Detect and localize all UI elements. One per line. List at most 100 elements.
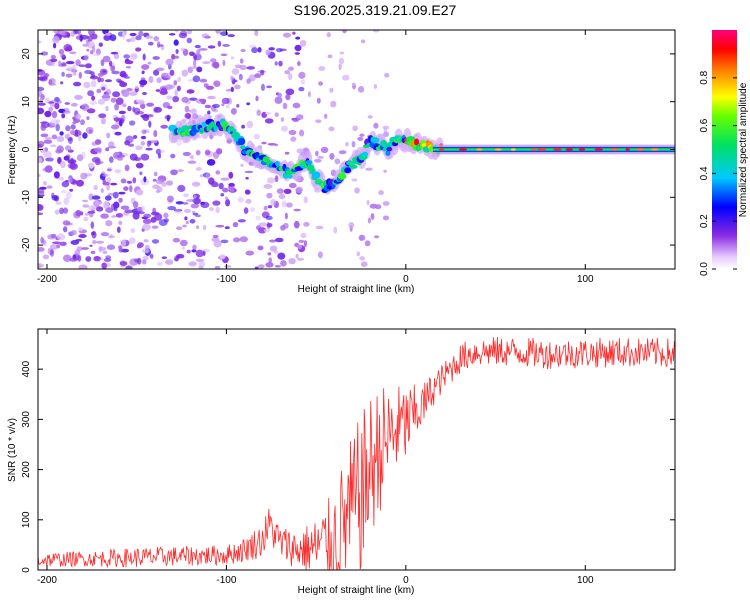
spectrogram-ytick-label: 0	[21, 146, 32, 152]
colorbar-ticks: 0.0 0.2 0.4 0.6 0.8	[699, 70, 737, 276]
spectrogram-noise-blob	[111, 215, 117, 218]
spectrogram-noise-blob	[38, 102, 46, 106]
spectrogram-noise-blob	[98, 245, 103, 253]
spectrogram-noise-blob	[68, 178, 73, 183]
spectrogram-noise-blob	[59, 207, 64, 215]
spectrogram-noise-blob	[81, 247, 89, 250]
spectrogram-noise-blob	[93, 256, 101, 262]
spectrogram-blobs	[38, 30, 675, 269]
spectrogram-noise-blob	[39, 76, 48, 82]
spectrogram-noise-blob	[175, 201, 184, 205]
spectrogram-noise-blob	[181, 69, 188, 77]
spectrogram-noise-blob	[330, 100, 337, 108]
spectrogram-noise-blob	[82, 204, 90, 208]
spectrogram-noise-blob	[65, 145, 72, 152]
spectrogram-noise-blob	[62, 254, 72, 262]
spectrogram-noise-blob	[280, 117, 285, 122]
spectrogram-noise-blob	[194, 44, 201, 49]
spectrogram-noise-blob	[207, 110, 211, 115]
colorbar-gradient	[712, 30, 737, 269]
spectrogram-noise-blob	[62, 220, 71, 226]
spectrogram-noise-blob	[134, 258, 140, 263]
spectrogram-noise-blob	[166, 180, 174, 186]
spectrogram-noise-blob	[107, 168, 112, 172]
spectrogram-noise-blob	[220, 53, 228, 57]
spectrogram-noise-blob	[246, 120, 254, 129]
spectrogram-noise-blob	[88, 205, 97, 211]
spectrogram-noise-blob	[146, 102, 155, 107]
spectrogram-noise-blob	[70, 229, 77, 236]
spectrogram-ridge-point	[237, 137, 246, 146]
spectrogram-noise-blob	[266, 177, 276, 184]
spectrogram-noise-blob	[80, 119, 85, 126]
spectrogram-noise-blob	[53, 171, 60, 179]
spectrogram-noise-blob	[224, 226, 230, 230]
spectrogram-noise-blob	[142, 223, 151, 231]
spectrogram-noise-blob	[179, 239, 188, 247]
spectrogram-noise-blob	[106, 132, 111, 139]
spectrogram-noise-blob	[245, 198, 252, 204]
spectrogram-noise-blob	[213, 240, 222, 248]
spectrogram-noise-blob	[43, 151, 52, 158]
spectrogram-noise-blob	[258, 264, 265, 269]
spectrogram-noise-blob	[54, 209, 60, 215]
spectrogram-noise-blob	[202, 224, 207, 231]
spectrogram-noise-blob	[220, 239, 229, 244]
spectrogram-noise-blob	[320, 146, 329, 154]
spectrogram-noise-blob	[53, 30, 60, 35]
spectrogram-noise-blob	[257, 47, 262, 53]
spectrogram-peak-dot	[475, 148, 483, 151]
spectrogram-noise-blob	[135, 47, 142, 52]
spectrogram-noise-blob	[51, 134, 58, 140]
spectrogram-noise-blob	[86, 48, 90, 52]
spectrogram-noise-blob	[71, 69, 78, 73]
spectrogram-noise-blob	[38, 190, 45, 194]
spectrogram-noise-blob	[315, 119, 322, 123]
spectrogram-noise-blob	[359, 256, 366, 261]
spectrogram-noise-blob	[51, 195, 58, 201]
spectrogram-noise-blob	[70, 130, 76, 135]
spectrogram-noise-blob	[243, 207, 249, 215]
spectrogram-noise-blob	[196, 49, 201, 55]
spectrogram-noise-blob	[125, 265, 133, 269]
spectrogram-noise-blob	[118, 191, 126, 195]
spectrogram-noise-blob	[38, 204, 43, 211]
spectrogram-noise-blob	[123, 186, 129, 191]
spectrogram-noise-blob	[109, 60, 113, 67]
spectrogram-noise-blob	[153, 106, 162, 113]
spectrogram-noise-blob	[70, 30, 75, 37]
spectrogram-noise-blob	[91, 45, 96, 53]
spectrogram-noise-blob	[238, 73, 243, 81]
spectrogram-noise-blob	[106, 244, 116, 250]
spectrogram-noise-blob	[326, 32, 331, 38]
spectrogram-noise-blob	[112, 91, 121, 98]
spectrogram-noise-blob	[378, 190, 384, 196]
spectrogram-noise-blob	[267, 143, 277, 146]
spectrogram-noise-blob	[327, 54, 333, 59]
spectrogram-noise-blob	[104, 79, 113, 83]
snr-ylabel: SNR (10 * v/v)	[7, 418, 18, 482]
spectrogram-noise-blob	[85, 256, 92, 262]
spectrogram-noise-blob	[270, 199, 276, 206]
spectrogram-noise-blob	[127, 105, 132, 112]
spectrogram-noise-blob	[263, 228, 271, 233]
spectrogram-noise-blob	[274, 265, 281, 268]
spectrogram-noise-blob	[88, 129, 93, 135]
spectrogram-noise-blob	[261, 141, 267, 145]
spectrogram-noise-blob	[148, 120, 152, 128]
spectrogram-noise-blob	[318, 81, 323, 86]
spectrogram-noise-blob	[107, 192, 114, 196]
spectrogram-noise-blob	[245, 176, 249, 180]
spectrogram-noise-blob	[132, 177, 137, 184]
spectrogram-noise-blob	[38, 157, 43, 163]
snr-frame	[37, 328, 676, 571]
spectrogram-noise-blob	[274, 175, 279, 183]
spectrogram-noise-blob	[94, 147, 102, 153]
spectrogram-noise-blob	[55, 201, 62, 205]
spectrogram-noise-blob	[110, 182, 118, 186]
spectrogram-noise-blob	[237, 197, 244, 203]
spectrogram-ytick-label: 10	[21, 96, 32, 108]
spectrogram-noise-blob	[187, 160, 197, 164]
spectrogram-noise-blob	[339, 51, 345, 55]
